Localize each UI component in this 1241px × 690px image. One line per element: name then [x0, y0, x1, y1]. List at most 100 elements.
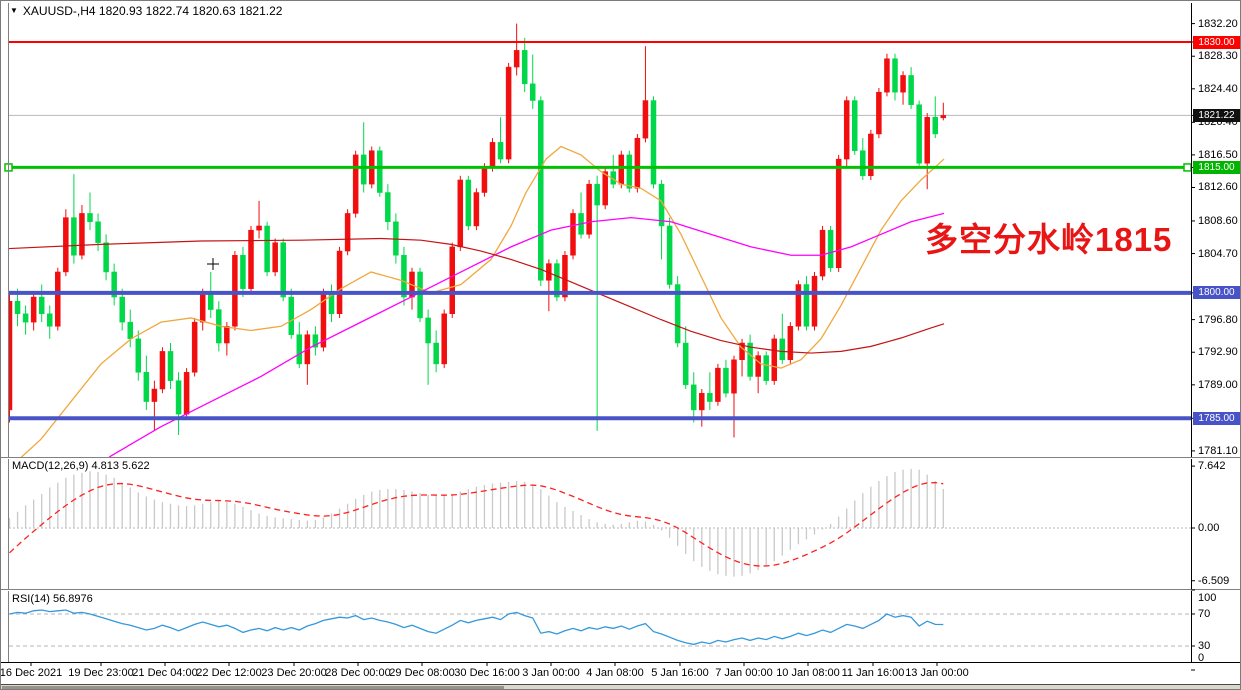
horizontal-scrollbar[interactable] [1, 684, 1240, 689]
candle-body [739, 342, 745, 361]
candle-body [248, 229, 254, 289]
candle-body [336, 250, 343, 315]
price-tick-label: 1781.10 [1198, 444, 1238, 457]
candle-body [441, 313, 447, 365]
rsi-panel [9, 609, 1191, 647]
price-tick-label: 1812.60 [1198, 181, 1238, 194]
candle-body [908, 75, 914, 105]
price-badge-1821-22[interactable]: 1821.22 [1193, 108, 1240, 122]
candle-body [232, 254, 238, 327]
time-axis-label: 5 Jan 16:00 [651, 667, 709, 679]
candle-body [835, 158, 842, 269]
candle-body [183, 372, 190, 415]
candle-body [103, 242, 109, 273]
candle-body [87, 213, 93, 223]
time-axis-label: 16 Dec 2021 [0, 667, 63, 679]
candle-body [465, 179, 472, 227]
price-tick-label: 1792.90 [1198, 346, 1238, 359]
axes-and-borders [1, 3, 1240, 671]
candle-body [779, 338, 786, 361]
candle-body [819, 229, 826, 277]
candle-body [570, 213, 576, 256]
rsi-line [9, 609, 944, 646]
candle-body [795, 284, 802, 327]
candle-body [288, 296, 294, 335]
candle-body [715, 367, 721, 402]
candle-body [868, 133, 874, 177]
price-tick-label: 1789.00 [1198, 378, 1238, 391]
price-badge-1830-00[interactable]: 1830.00 [1193, 35, 1240, 49]
candle-body [433, 342, 439, 365]
rsi-label: RSI(14) 56.8976 [12, 593, 93, 605]
candle-body [650, 100, 657, 185]
time-axis-label: 3 Jan 00:00 [522, 667, 580, 679]
price-badge-1800-00[interactable]: 1800.00 [1193, 286, 1240, 300]
candle-body [240, 254, 246, 289]
time-axis-label: 30 Dec 16:00 [454, 667, 520, 679]
candle-body [296, 334, 303, 365]
candle-body [272, 242, 278, 273]
candle-body [554, 263, 560, 298]
time-axis-label: 7 Jan 00:00 [715, 667, 773, 679]
candle-body [852, 100, 858, 151]
candle-body [916, 104, 922, 164]
ma-fast-orange [20, 145, 945, 457]
price-tick-label: 1828.30 [1198, 50, 1238, 63]
price-tick-label: 1824.40 [1198, 82, 1238, 95]
macd-tick-label: 0.00 [1198, 522, 1220, 534]
ma-slow-darkred [9, 237, 945, 354]
time-axis-label: 21 Dec 04:00 [132, 667, 198, 679]
candle-body [63, 217, 69, 273]
candle-body [30, 296, 37, 323]
candle-body [71, 217, 77, 256]
scrollbar-thumb[interactable] [2, 686, 504, 689]
macd-histogram [9, 468, 944, 577]
time-axis-label: 11 Jan 16:00 [841, 667, 905, 679]
candle-body [626, 154, 633, 189]
candle-body [843, 100, 850, 160]
time-axis-label: 23 Dec 20:00 [261, 667, 327, 679]
watershed-line-1815-handle-right[interactable] [1183, 163, 1192, 172]
candle-body [666, 225, 673, 285]
candle-body [79, 213, 85, 256]
candle-body [787, 326, 794, 361]
candle-body [401, 254, 407, 298]
price-tick-label: 1808.60 [1198, 214, 1238, 227]
candle-body [505, 66, 512, 160]
candle-body [538, 100, 544, 281]
price-badge-1815-00[interactable]: 1815.00 [1193, 160, 1240, 174]
candle-body [38, 296, 45, 315]
chart-title-text: XAUUSD-,H4 1820.93 1822.74 1820.63 1821.… [22, 4, 283, 18]
rsi-tick-label: 0 [1198, 652, 1205, 664]
candle-body [489, 142, 496, 168]
candle-body [521, 50, 528, 85]
candle-body [47, 313, 53, 327]
price-tick-label: 1796.80 [1198, 313, 1238, 326]
time-axis-label: 10 Jan 08:00 [776, 667, 840, 679]
candle-body [95, 221, 101, 243]
annotation-text[interactable]: 多空分水岭1815 [925, 221, 1173, 258]
candle-body [9, 300, 13, 411]
horizontal-line-objects [4, 41, 1192, 421]
candle-body [747, 342, 753, 377]
candle-body [224, 326, 230, 344]
macd-signal-line [9, 481, 944, 567]
candle-body [425, 317, 431, 344]
candle-body [135, 338, 142, 373]
ma-mid-magenta [108, 212, 945, 457]
candle-body [803, 284, 810, 327]
time-axis-label: 4 Jan 08:00 [586, 667, 644, 679]
candle-body [682, 342, 689, 386]
candle-body [699, 392, 705, 411]
candle-body [55, 271, 61, 327]
price-badge-1785-00[interactable]: 1785.00 [1193, 411, 1240, 425]
candle-body [417, 271, 423, 319]
macd-panel [9, 468, 1191, 577]
candle-body [191, 321, 198, 373]
symbol-dropdown-arrow[interactable]: ▼ [10, 6, 18, 15]
candle-body [618, 154, 625, 185]
candle-body [924, 117, 930, 164]
rsi-tick-label: 100 [1198, 592, 1217, 604]
